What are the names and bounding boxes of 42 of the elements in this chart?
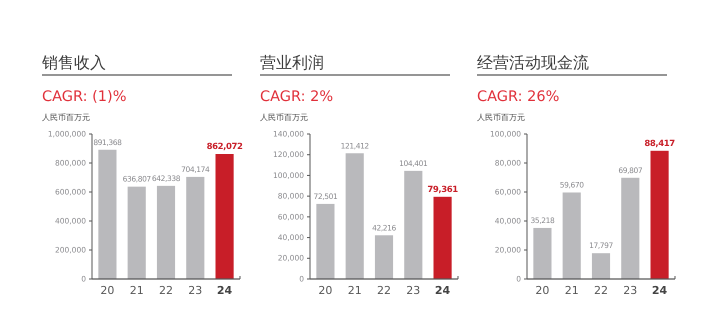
x-tick-label: 23: [623, 284, 638, 297]
x-tick-label: 24: [434, 284, 451, 297]
bar: [346, 153, 364, 279]
x-tick-label: 20: [100, 284, 114, 297]
chart-subtitle: CAGR: 2%: [260, 89, 334, 105]
data-label: 88,417: [644, 138, 676, 149]
x-tick-label: 22: [594, 284, 608, 297]
x-tick-label: 24: [216, 284, 233, 297]
bar: [621, 178, 640, 279]
x-tick-label: 24: [652, 284, 668, 297]
chart-title: 营业利润: [260, 53, 324, 72]
bar: [374, 235, 394, 279]
bar: [533, 228, 552, 279]
bar: [216, 154, 234, 279]
x-tick-label: 21: [348, 284, 362, 297]
x-tick-label: 20: [535, 284, 550, 297]
y-axis-title: 人民币百万元: [260, 113, 308, 122]
bar: [650, 150, 669, 279]
x-tick-label: 21: [130, 284, 144, 297]
data-label: 79,361: [427, 184, 458, 195]
x-tick-label: 23: [188, 284, 202, 297]
x-tick-label: 23: [406, 284, 420, 297]
x-tick-label: 22: [159, 284, 173, 297]
chart-subtitle: CAGR: 26%: [477, 89, 560, 105]
chart-subtitle: CAGR: (1)%: [42, 89, 126, 105]
bar: [434, 196, 452, 279]
bar: [592, 253, 610, 279]
bar: [98, 150, 116, 279]
x-tick-label: 20: [318, 284, 332, 297]
chart-title: 销售收入: [41, 53, 106, 72]
bar: [562, 192, 581, 279]
data-label: 862,072: [206, 142, 244, 152]
x-tick-label: 21: [564, 284, 579, 297]
y-axis-title: 人民币百万元: [477, 113, 525, 122]
bar: [186, 176, 204, 279]
bar: [404, 170, 422, 279]
x-tick-label: 22: [377, 284, 391, 297]
chart-title: 经营活动现金流: [477, 53, 589, 72]
bar: [128, 186, 146, 279]
y-axis-title: 人民币百万元: [42, 113, 90, 122]
bar: [156, 186, 176, 279]
bar: [316, 204, 334, 279]
